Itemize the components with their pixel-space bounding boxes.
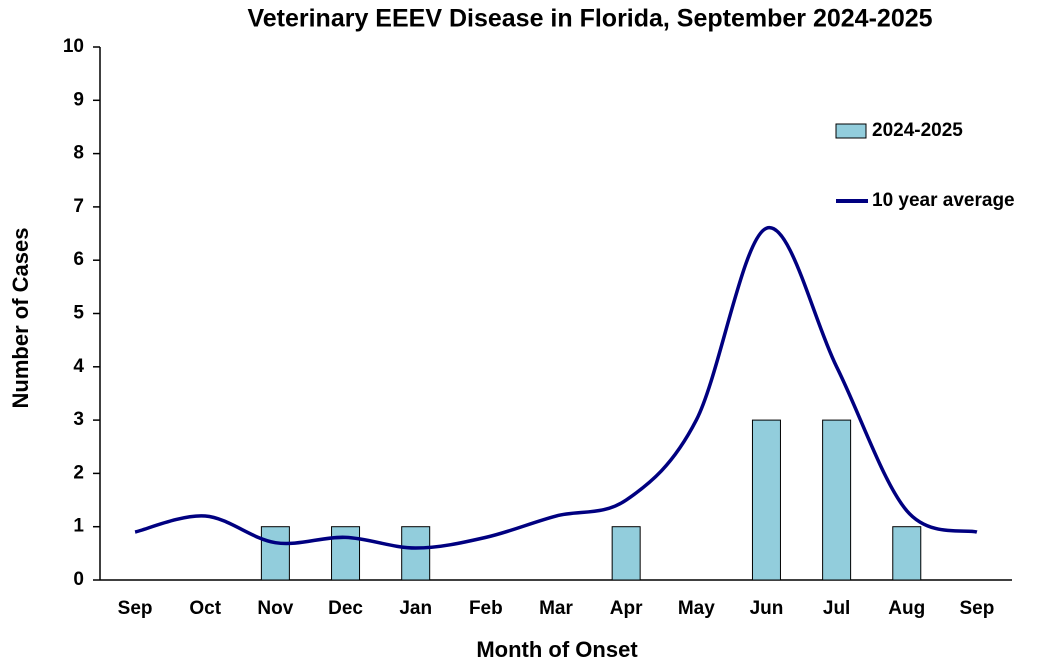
bar: [611, 526, 641, 581]
y-tick-label: 0: [73, 569, 84, 590]
y-tick-label: 1: [73, 516, 84, 537]
bar: [751, 419, 781, 581]
x-tick-label: Jan: [399, 598, 432, 619]
y-tick-label: 9: [73, 89, 84, 110]
x-tick-label: May: [678, 598, 715, 619]
bar: [401, 526, 431, 581]
bar: [892, 526, 922, 581]
y-tick-label: 2: [73, 462, 84, 483]
bar: [331, 526, 361, 581]
x-tick-label: Sep: [959, 598, 994, 619]
line: [134, 226, 978, 550]
x-tick-label: Apr: [610, 598, 643, 619]
bar: [822, 419, 852, 581]
legend-label: 10 year average: [872, 190, 1015, 211]
y-tick-label: 10: [63, 36, 84, 57]
y-tick-label: 6: [73, 249, 84, 270]
y-tick-label: 8: [73, 143, 84, 164]
x-tick-label: Dec: [328, 598, 363, 619]
x-tick-label: Oct: [189, 598, 221, 619]
chart-title: Veterinary EEEV Disease in Florida, Sept…: [247, 5, 932, 33]
y-tick-label: 7: [73, 196, 84, 217]
legend-swatch: [835, 123, 867, 139]
legend-label: 2024-2025: [872, 120, 963, 141]
y-tick-label: 3: [73, 409, 84, 430]
x-tick-label: Jul: [823, 598, 850, 619]
y-tick-label: 5: [73, 303, 84, 324]
bar: [260, 526, 290, 581]
x-tick-label: Nov: [257, 598, 293, 619]
x-tick-label: Feb: [469, 598, 503, 619]
x-axis-title: Month of Onset: [476, 637, 638, 662]
x-tick-label: Aug: [888, 598, 925, 619]
x-tick-label: Mar: [539, 598, 573, 619]
x-tick-label: Jun: [750, 598, 784, 619]
x-tick-label: Sep: [118, 598, 153, 619]
y-tick-label: 4: [73, 356, 84, 377]
y-axis-title: Number of Cases: [8, 228, 33, 409]
